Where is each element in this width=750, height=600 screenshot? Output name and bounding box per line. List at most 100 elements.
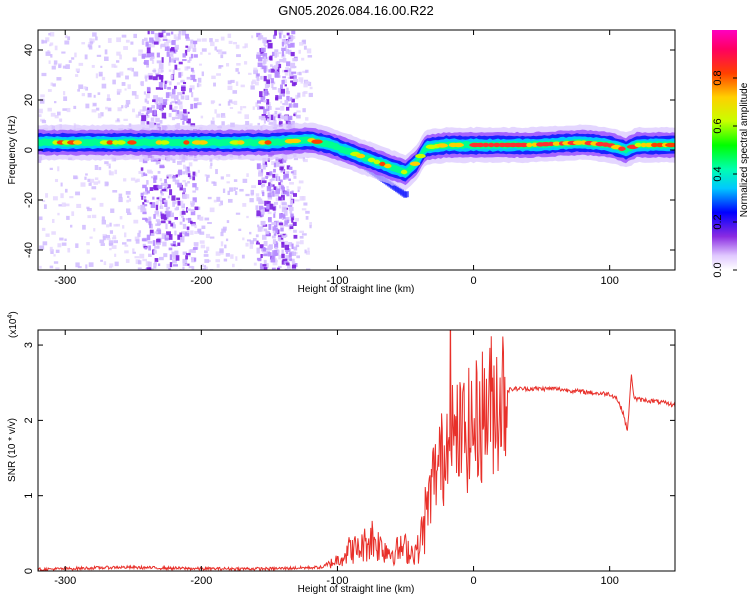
snr-y-label: SNR (10 * v/v) (7, 418, 18, 482)
spectrogram-noise-band-speckle (148, 75, 153, 80)
spectrogram-speckle (242, 106, 247, 109)
spectrogram-noise-band-speckle (292, 221, 297, 226)
spectrogram-noise-band-speckle (260, 220, 266, 226)
spectrogram-speckle (51, 231, 56, 235)
spectrogram-speckle (220, 36, 225, 41)
spectrogram-speckle (106, 163, 111, 167)
spectrogram-noise-band-speckle (281, 195, 285, 201)
spectrogram-speckle (178, 30, 181, 35)
spectrogram-speckle (94, 165, 99, 170)
spectrogram-noise-band-speckle (263, 108, 267, 114)
spectrogram-noise-band-speckle (278, 196, 282, 201)
spectrogram-noise-band-speckle (181, 210, 186, 215)
spectrogram-speckle (260, 75, 263, 80)
spectrogram-noise-band-speckle (186, 66, 191, 69)
spectrogram-speckle (78, 84, 84, 89)
spectrogram-speckle (211, 75, 216, 80)
spectrogram-speckle (246, 239, 251, 242)
spectrogram-ridge-peak (618, 146, 626, 151)
spectrogram-speckle (174, 106, 178, 109)
spectrogram-speckle (257, 105, 260, 110)
spectrogram-speckle (138, 111, 141, 116)
spectrogram-noise-band-speckle (273, 213, 276, 218)
spectrogram-speckle (40, 98, 45, 104)
spectrogram-speckle (209, 207, 215, 213)
spectrogram-noise-band-speckle (164, 234, 169, 241)
spectrogram-ridge-peak (400, 169, 408, 175)
spectrogram-noise-band-speckle (187, 217, 192, 224)
spectrogram-speckle (286, 204, 290, 207)
spectrogram-noise-band-speckle (259, 244, 264, 249)
spectrogram-ridge-peak (665, 142, 675, 148)
spectrogram-speckle (133, 33, 137, 39)
spectrogram-noise-band-speckle (162, 99, 168, 106)
spectrogram-speckle (50, 249, 54, 254)
spectrogram-speckle (220, 200, 223, 206)
spectrogram-speckle (275, 197, 280, 202)
spectrogram-speckle (189, 43, 194, 49)
spectrogram-noise-band-speckle (266, 39, 272, 43)
spectrogram-speckle (209, 236, 215, 239)
spectrogram-ridge-peak (476, 142, 485, 148)
spectrogram-speckle (119, 216, 123, 220)
spectrogram-noise-band-speckle (191, 266, 195, 270)
spectrogram-noise-band-speckle (172, 201, 176, 207)
spectrogram-noise-band-speckle (146, 108, 150, 115)
spectrogram-noise-band-speckle (270, 78, 274, 83)
spectrogram-speckle (182, 179, 186, 183)
spectrogram-noise-band-speckle (186, 76, 192, 80)
spectrogram-speckle (52, 218, 55, 223)
spectrogram-noise-band-speckle (286, 268, 292, 270)
spectrogram-speckle (118, 197, 123, 203)
spectrogram-noise-band-speckle (145, 112, 149, 116)
spectrogram-speckle (200, 52, 203, 55)
spectrogram-speckle (102, 235, 106, 241)
spectrogram-noise-band-speckle (169, 81, 172, 86)
spectrogram-ridge-peak (384, 163, 392, 169)
spectrogram-noise-band-speckle (170, 94, 176, 99)
spectrogram-speckle (88, 46, 93, 50)
spectrogram-speckle (278, 112, 282, 116)
spectrogram-noise-band-speckle (186, 118, 191, 124)
spectrogram-ridge-peak (526, 142, 533, 148)
spectrogram-noise-band-speckle (144, 204, 148, 207)
spectrogram-noise-band-speckle (288, 103, 293, 108)
spectrogram-noise-band-speckle (164, 80, 167, 85)
spectrogram-noise-band-speckle (262, 65, 267, 70)
spectrogram-speckle (85, 103, 90, 109)
spectrogram-speckle (298, 180, 304, 184)
spectrogram-noise-band-speckle (291, 71, 297, 74)
spectrogram-speckle (182, 171, 186, 175)
spectrogram-noise-band-speckle (262, 234, 267, 240)
spectrogram-noise-band-speckle (290, 80, 294, 83)
spectrogram-noise-band-speckle (266, 204, 271, 210)
spectrogram-speckle (125, 259, 130, 263)
spectrogram-speckle (166, 39, 171, 44)
spectrogram-noise-band-speckle (163, 84, 167, 90)
spectrogram-speckle (50, 82, 53, 86)
spectrogram-speckle (142, 258, 148, 262)
snr-multiplier-exp: 4 (7, 315, 14, 319)
spectrogram-speckle (77, 89, 80, 92)
spectrogram-speckle (45, 193, 49, 198)
spectrogram-noise-band-speckle (267, 246, 272, 251)
spectrogram-speckle (145, 93, 150, 99)
spectrogram-y-tick-label: -20 (23, 192, 35, 208)
spectrogram-speckle (303, 158, 308, 163)
spectrogram-noise-band-speckle (278, 236, 284, 240)
spectrogram-noise-band-speckle (177, 160, 182, 165)
spectrogram-noise-band-speckle (260, 253, 263, 259)
spectrogram-speckle (168, 69, 172, 72)
spectrogram-noise-band-speckle (279, 179, 283, 183)
spectrogram-noise-band-speckle (261, 180, 267, 184)
spectrogram-noise-band-speckle (166, 51, 170, 57)
spectrogram-noise-band-speckle (260, 183, 266, 187)
spectrogram-speckle (100, 243, 105, 246)
spectrogram-speckle (305, 69, 309, 73)
spectrogram-speckle (109, 171, 114, 176)
spectrogram-noise-band-speckle (267, 252, 272, 257)
spectrogram-speckle (221, 51, 227, 55)
spectrogram-noise-band-speckle (271, 51, 275, 57)
spectrogram-speckle (305, 251, 310, 255)
spectrogram-noise-band-speckle (183, 115, 188, 121)
